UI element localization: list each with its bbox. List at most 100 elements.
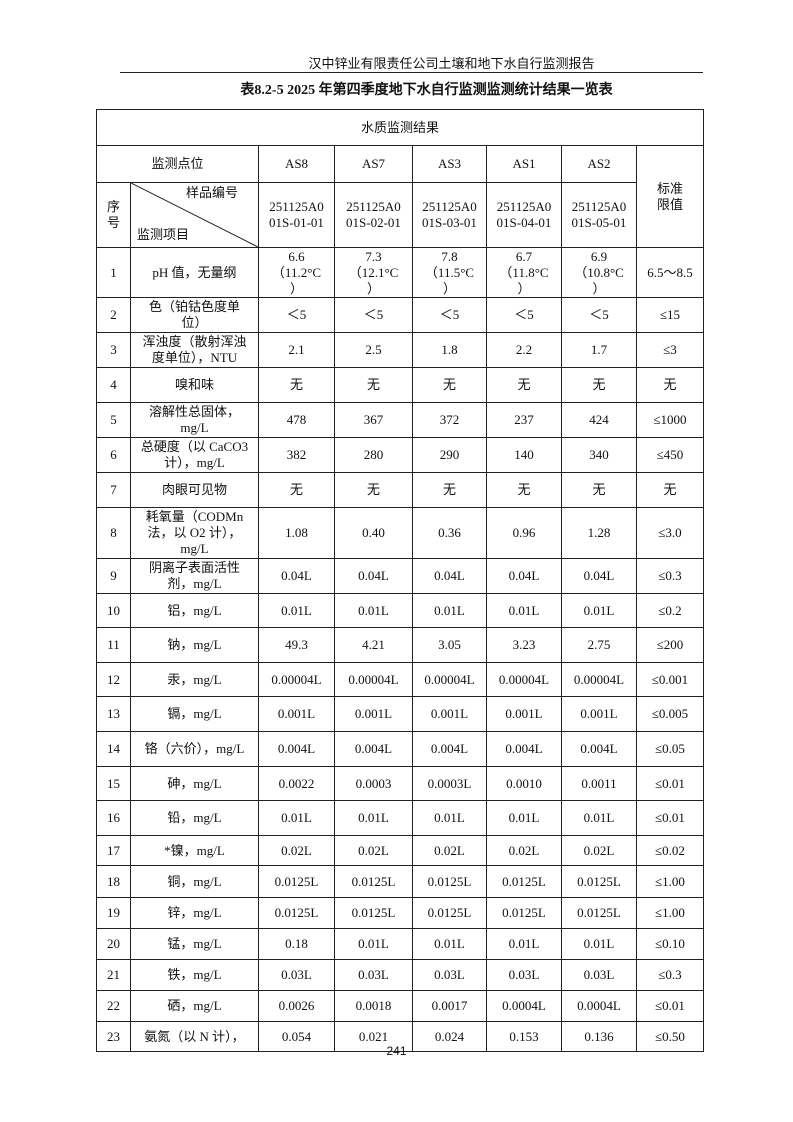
monitoring-item: 阴离子表面活性 剂，mg/L	[130, 558, 259, 594]
result-value: 无	[334, 472, 413, 508]
table-row: 22 硒，mg/L 0.0026 0.0018 0.0017 0.0004L 0.0004L…	[96, 990, 704, 1022]
monitoring-item: *镍，mg/L	[130, 835, 259, 866]
result-value: 0.40	[334, 507, 413, 559]
row-number: 17	[96, 835, 131, 866]
result-value: 280	[334, 437, 413, 473]
result-value: 0.0125L	[412, 897, 487, 929]
monitoring-item: 锌，mg/L	[130, 897, 259, 929]
table-row: 7 肉眼可见物无无无无无无	[96, 472, 704, 508]
water-quality-table: 水质监测结果 监测点位 AS8 AS7 AS3 AS1 AS2 标准 限值 序 号 样品编…	[96, 109, 704, 1052]
result-value: ＜5	[412, 297, 487, 333]
result-value: 0.153	[486, 1021, 562, 1052]
result-value: 1.8	[412, 332, 487, 368]
result-value: 0.01L	[412, 800, 487, 836]
result-value: 0.01L	[412, 928, 487, 960]
monitoring-item: 砷，mg/L	[130, 766, 259, 801]
diagonal-header-cell: 样品编号 监测项目	[130, 182, 259, 248]
result-value: 0.04L	[412, 558, 487, 594]
standard-limit: ≤1.00	[636, 865, 704, 898]
result-value: 2.75	[561, 627, 637, 663]
result-value: 0.00004L	[258, 662, 335, 697]
result-value: 0.0125L	[561, 897, 637, 929]
standard-limit: ≤3.0	[636, 507, 704, 559]
result-value: 0.00004L	[334, 662, 413, 697]
row-number: 16	[96, 800, 131, 836]
result-value: 0.03L	[561, 959, 637, 991]
site-header: AS7	[334, 145, 413, 183]
standard-limit-header: 标准 限值	[636, 145, 704, 248]
result-value: 0.01L	[334, 800, 413, 836]
result-value: 367	[334, 402, 413, 438]
sample-id: 251125A0 01S-04-01	[486, 182, 562, 248]
result-value: 0.001L	[486, 696, 562, 732]
result-value: 290	[412, 437, 487, 473]
table-row: 14 铬（六价），mg/L 0.004L 0.004L 0.004L 0.004L 0.00…	[96, 731, 704, 767]
page-number: 241	[386, 1044, 407, 1058]
monitoring-item: 汞，mg/L	[130, 662, 259, 697]
monitoring-item: 铬（六价），mg/L	[130, 731, 259, 767]
result-value: 0.01L	[258, 800, 335, 836]
table-row: 5 溶解性总固体， mg/L 478 367 372 237 424 ≤1000	[96, 402, 704, 438]
result-value: 0.004L	[412, 731, 487, 767]
table-row: 12 汞，mg/L 0.00004L 0.00004L 0.00004L 0.00004L…	[96, 662, 704, 697]
standard-limit: ≤0.50	[636, 1021, 704, 1052]
result-value: 1.08	[258, 507, 335, 559]
result-value: 0.001L	[334, 696, 413, 732]
result-value: 0.021	[334, 1021, 413, 1052]
standard-limit: ≤0.3	[636, 558, 704, 594]
standard-limit: ≤15	[636, 297, 704, 333]
item-label: 监测项目	[137, 227, 190, 242]
row-number: 15	[96, 766, 131, 801]
standard-limit: ≤0.10	[636, 928, 704, 960]
monitoring-item: 溶解性总固体， mg/L	[130, 402, 259, 438]
table-row: 18 铜，mg/L 0.0125L 0.0125L 0.0125L 0.0125L 0.01…	[96, 865, 704, 898]
result-value: 0.02L	[486, 835, 562, 866]
result-value: 0.04L	[561, 558, 637, 594]
table-row: 21 铁，mg/L 0.03L 0.03L 0.03L 0.03L 0.03L ≤0.3	[96, 959, 704, 991]
result-value: 0.02L	[258, 835, 335, 866]
result-value: 0.054	[258, 1021, 335, 1052]
result-value: 0.0125L	[561, 865, 637, 898]
result-value: 无	[334, 367, 413, 403]
sample-id: 251125A0 01S-02-01	[334, 182, 413, 248]
result-value: 140	[486, 437, 562, 473]
site-label: 监测点位	[96, 145, 259, 183]
result-value: 0.001L	[412, 696, 487, 732]
row-number: 5	[96, 402, 131, 438]
standard-limit: ≤450	[636, 437, 704, 473]
table-title: 表8.2-5 2025 年第四季度地下水自行监测监测统计结果一览表	[240, 83, 613, 98]
monitoring-item: 总硬度（以 CaCO3 计），mg/L	[130, 437, 259, 473]
result-value: 0.0026	[258, 990, 335, 1022]
table-row: 1 pH 值，无量纲 6.6 （11.2°C ） 7.3 （12.1°C ） 7.8 （…	[96, 247, 704, 298]
table-row: 13 镉，mg/L 0.001L 0.001L 0.001L 0.001L 0.001L ≤0…	[96, 696, 704, 732]
monitoring-item: 铝，mg/L	[130, 593, 259, 628]
table-row: 23 氨氮（以 N 计）， 0.054 0.021 0.024 0.153 0.136 ≤0.…	[96, 1021, 704, 1052]
result-value: 7.8 （11.5°C ）	[412, 247, 487, 298]
result-value: 0.00004L	[412, 662, 487, 697]
seq-label: 序 号	[96, 182, 131, 248]
monitoring-item: 色（铂钴色度单 位）	[130, 297, 259, 333]
result-value: 0.04L	[258, 558, 335, 594]
result-value: 0.0125L	[412, 865, 487, 898]
result-value: 478	[258, 402, 335, 438]
result-value: 372	[412, 402, 487, 438]
running-header: 汉中锌业有限责任公司土壤和地下水自行监测报告	[308, 56, 595, 71]
result-value: 0.36	[412, 507, 487, 559]
site-header: AS2	[561, 145, 637, 183]
standard-limit: ≤200	[636, 627, 704, 663]
result-value: 0.01L	[486, 593, 562, 628]
result-value: 0.01L	[561, 593, 637, 628]
result-value: 6.7 （11.8°C ）	[486, 247, 562, 298]
monitoring-item: 铜，mg/L	[130, 865, 259, 898]
result-value: 无	[486, 472, 562, 508]
sample-id: 251125A0 01S-01-01	[258, 182, 335, 248]
standard-limit: 无	[636, 367, 704, 403]
monitoring-item: 氨氮（以 N 计），	[130, 1021, 259, 1052]
row-number: 22	[96, 990, 131, 1022]
standard-limit: ≤0.05	[636, 731, 704, 767]
monitoring-item: 硒，mg/L	[130, 990, 259, 1022]
result-value: 0.18	[258, 928, 335, 960]
result-value: 0.03L	[486, 959, 562, 991]
result-value: 0.00004L	[561, 662, 637, 697]
result-value: 0.01L	[486, 928, 562, 960]
